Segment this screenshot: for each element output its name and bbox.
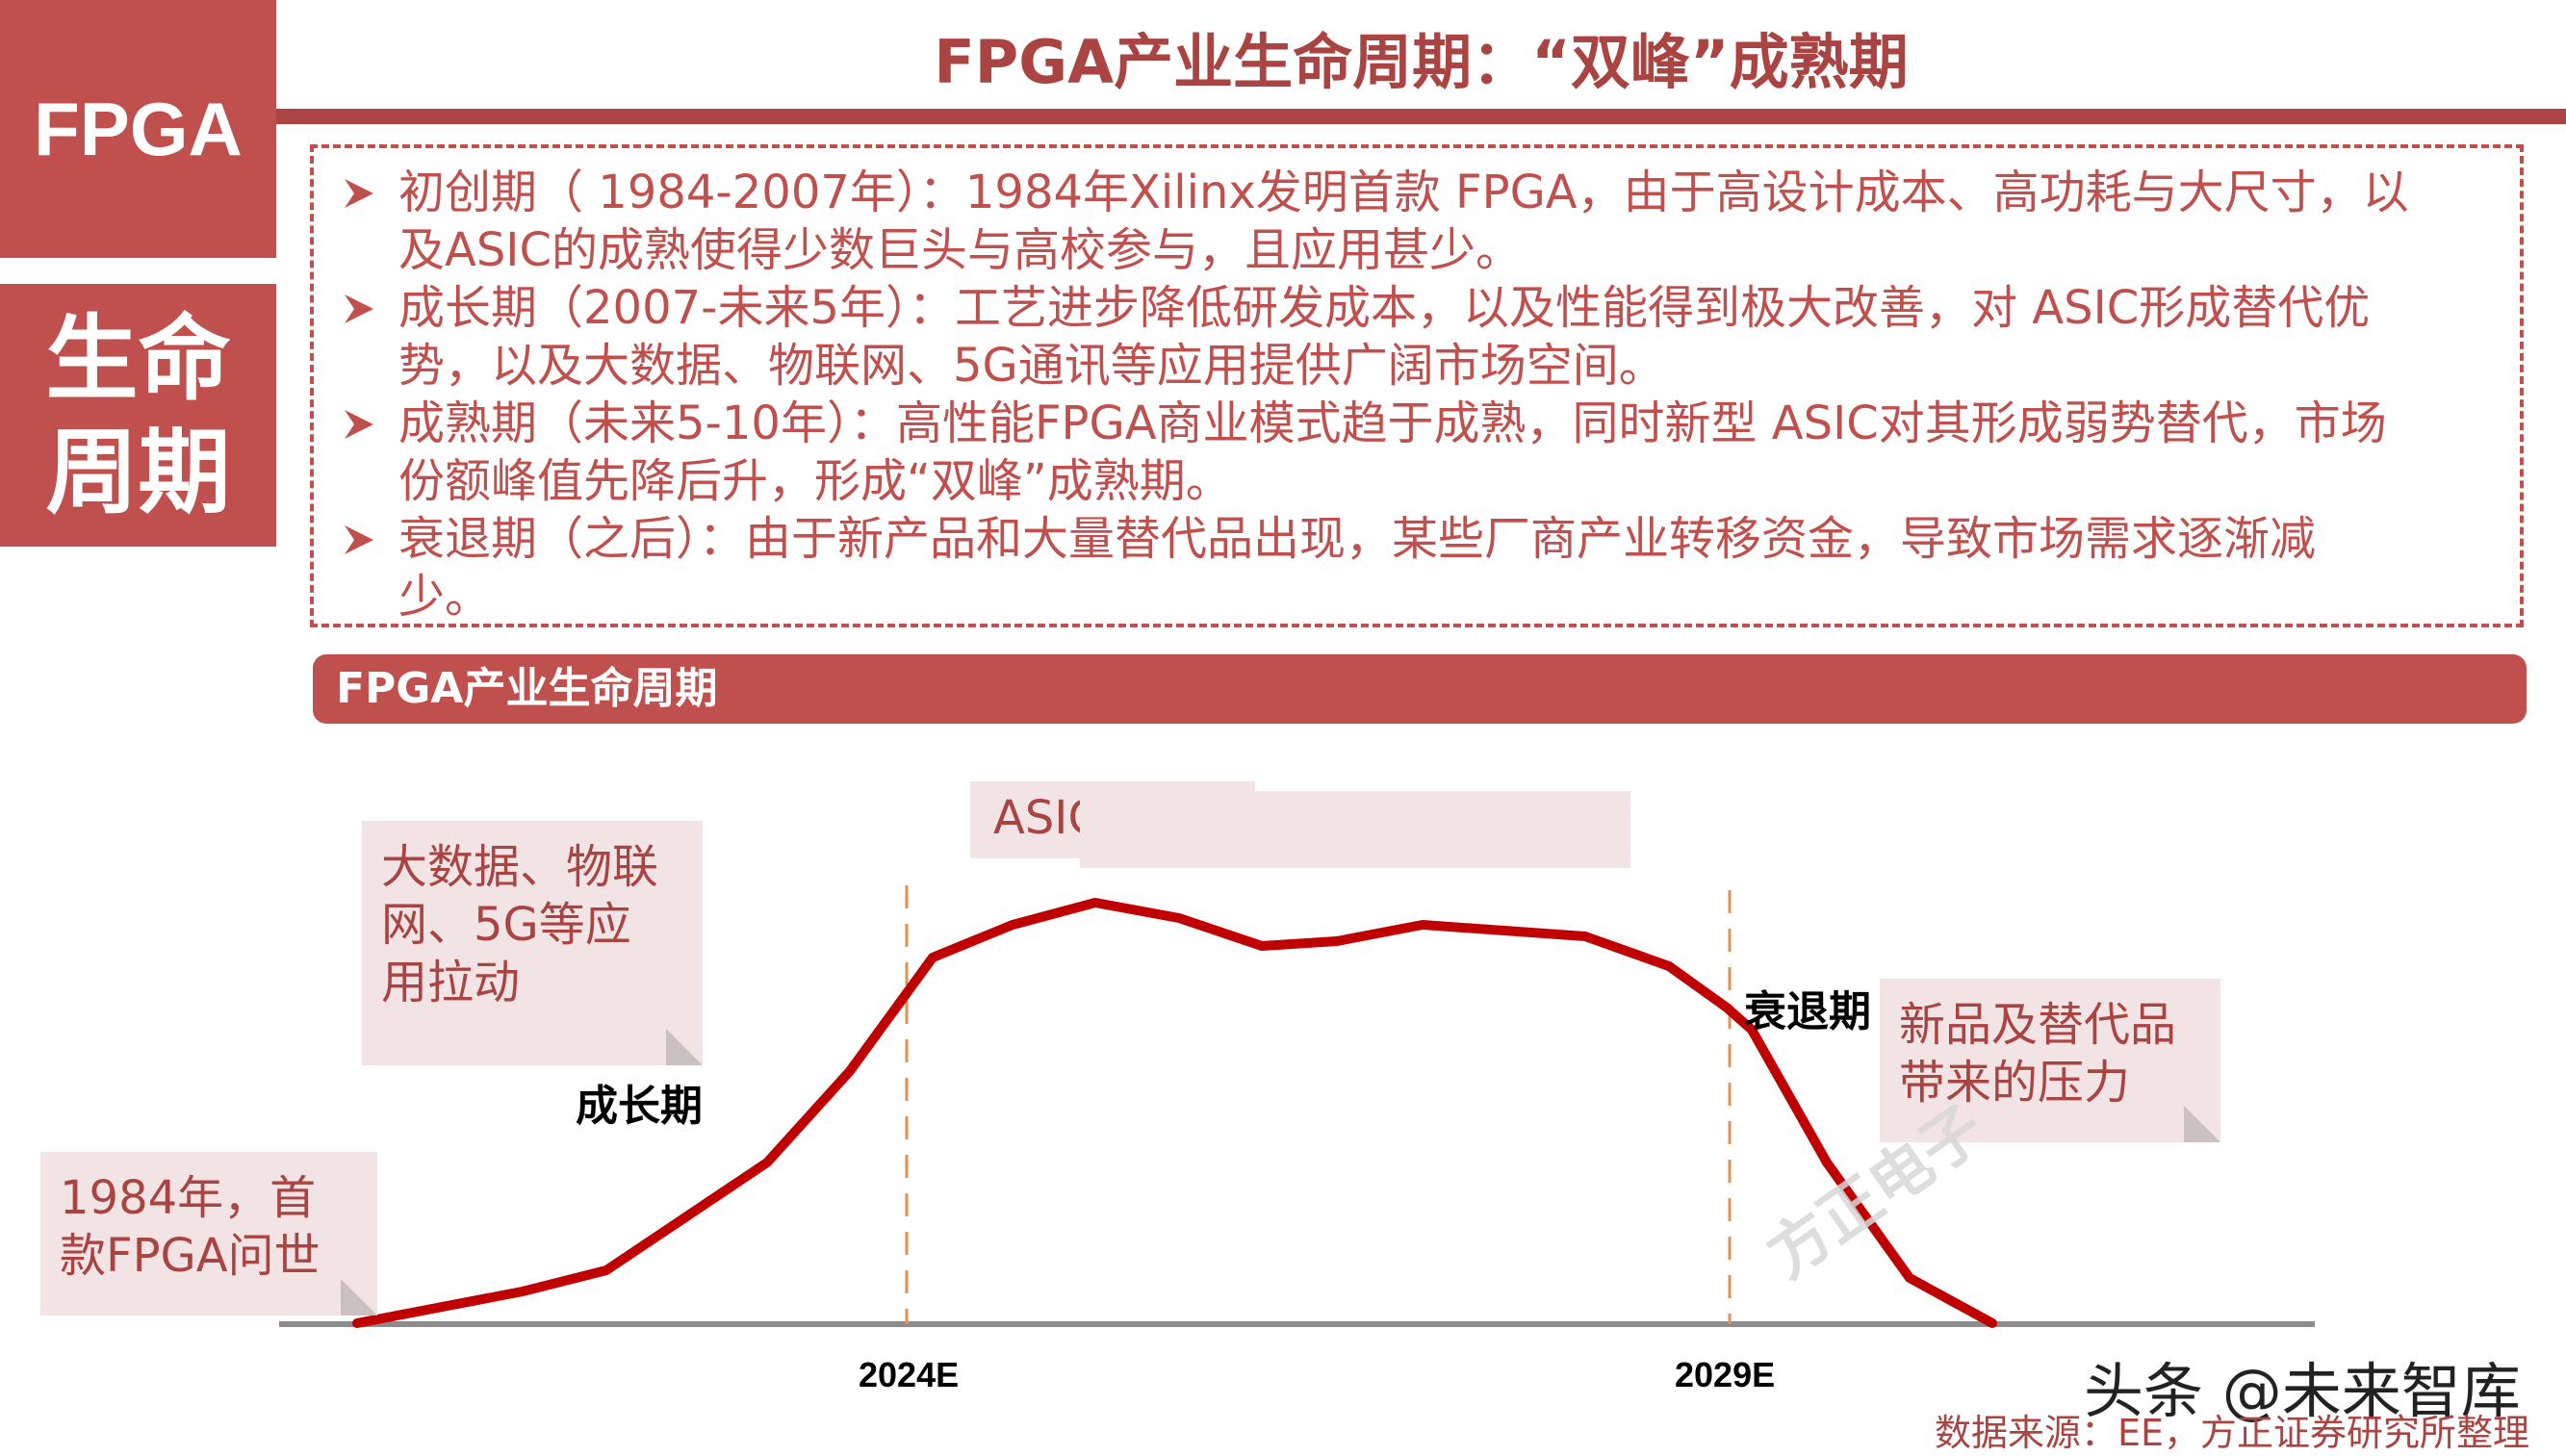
note-growth-drivers: 大数据、物联 网、5G等应 用拉动 <box>362 821 703 1065</box>
sidebar-fpga-text: FPGA <box>34 86 243 171</box>
sidebar-fpga-label: FPGA <box>0 0 276 258</box>
arrow-bullet-icon <box>345 410 373 439</box>
bullet-line: 份额峰值先降后升，形成“双峰”成熟期。 <box>398 454 1232 508</box>
x-tick-2024e: 2024E <box>859 1355 960 1394</box>
arrow-bullet-icon <box>345 294 373 323</box>
bullet-line: 衰退期（之后）：由于新产品和大量替代品出现，某些厂商产业转移资金，导致市场需求逐… <box>398 512 2317 566</box>
bullet-item-growth: 成长期（2007-未来5年）：工艺进步降低研发成本，以及性能得到极大改善，对 A… <box>343 279 2489 395</box>
toutiao-watermark: 头条 @未来智库 <box>2084 1356 2521 1426</box>
chart-section-banner: FPGA产业生命周期 <box>313 654 2527 724</box>
bullet-line: 成熟期（未来5-10年）：高性能FPGA商业模式趋于成熟，同时新型 ASIC对其… <box>398 396 2387 450</box>
sidebar-lifecycle-line2: 周期 <box>45 418 231 526</box>
x-tick-2029e: 2029E <box>1675 1355 1776 1394</box>
bullet-line: 成长期（2007-未来5年）：工艺进步降低研发成本，以及性能得到极大改善，对 A… <box>398 281 2371 335</box>
title-divider <box>276 109 2566 124</box>
note-1984: 1984年，首 款FPGA问世 <box>40 1152 377 1316</box>
bullet-item-mature: 成熟期（未来5-10年）：高性能FPGA商业模式趋于成熟，同时新型 ASIC对其… <box>343 395 2489 510</box>
note-line: 网、5G等应 <box>381 898 631 952</box>
bullet-item-decline: 衰退期（之后）：由于新产品和大量替代品出现，某些厂商产业转移资金，导致市场需求逐… <box>343 510 2489 626</box>
phase-label-growth: 成长期 <box>576 1082 703 1131</box>
data-source-note: 数据来源：EE，方正证券研究所整理 <box>1935 1412 2530 1454</box>
bullet-line: 及ASIC的成熟使得少数巨头与高校参与，且应用甚少。 <box>398 223 1522 277</box>
phase-label-decline: 衰退期 <box>1744 987 1871 1036</box>
arrow-bullet-icon <box>345 179 373 208</box>
note-line: 大数据、物联 <box>381 840 659 894</box>
page-title: FPGA产业生命周期：“双峰”成熟期 <box>934 27 1909 97</box>
page-curl-icon <box>341 1279 377 1316</box>
sidebar-lifecycle-label: 生命 周期 <box>0 284 276 547</box>
note-line: 1984年，首 <box>60 1171 317 1225</box>
note-line: 用拉动 <box>381 956 521 1009</box>
note-decline-pressure: 新品及替代品 带来的压力 <box>1880 979 2220 1142</box>
page-curl-icon <box>2184 1106 2220 1142</box>
arrow-bullet-icon <box>345 525 373 554</box>
lifecycle-description-box: 初创期（ 1984-2007年）：1984年Xilinx发明首款 FPGA，由于… <box>310 144 2524 627</box>
bullet-item-startup: 初创期（ 1984-2007年）：1984年Xilinx发明首款 FPGA，由于… <box>343 164 2489 279</box>
note-line: 带来的压力 <box>1899 1056 2131 1110</box>
bullet-line: 势，以及大数据、物联网、5G通讯等应用提供广阔市场空间。 <box>398 339 1665 393</box>
bullet-line: 少。 <box>398 570 492 624</box>
page-curl-icon <box>666 1029 703 1065</box>
note-line: 新品及替代品 <box>1899 998 2177 1052</box>
note-line: 款FPGA问世 <box>60 1229 321 1283</box>
note-asic-substitution-bg <box>1080 791 1630 868</box>
bullet-line: 初创期（ 1984-2007年）：1984年Xilinx发明首款 FPGA，由于… <box>398 166 2409 219</box>
sidebar-lifecycle-line1: 生命 <box>45 304 231 413</box>
lifecycle-curve <box>352 898 1997 1328</box>
